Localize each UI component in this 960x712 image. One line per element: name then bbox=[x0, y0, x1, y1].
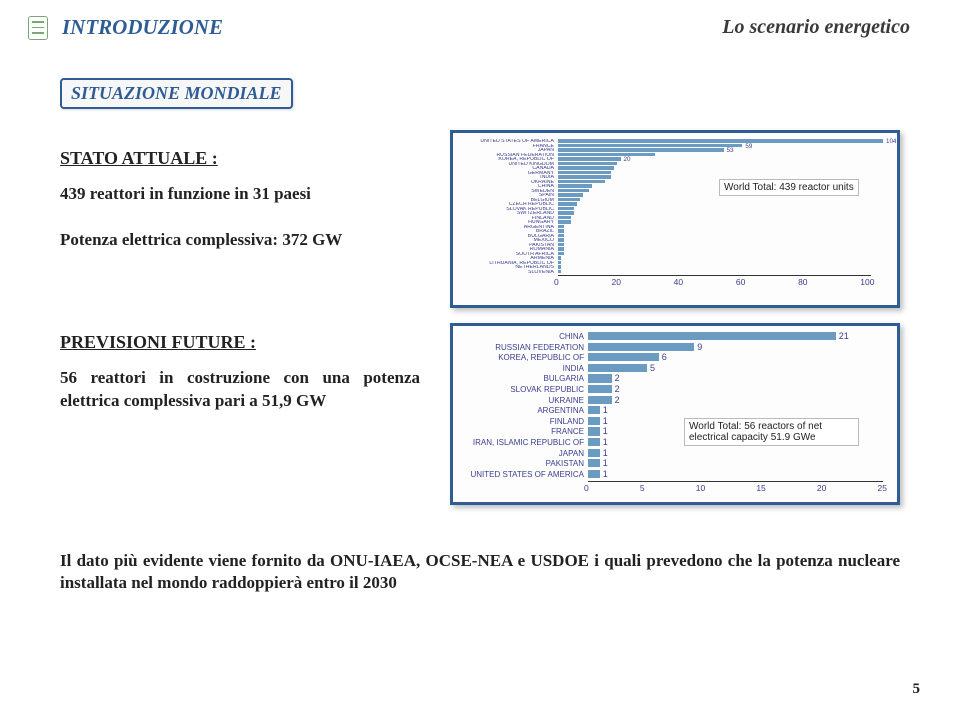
world-total-box: World Total: 439 reactor units bbox=[719, 179, 859, 196]
chart-labels: UNITED STATES OF AMERICAFRANCEJAPANRUSSI… bbox=[459, 139, 554, 274]
situazione-box: SITUAZIONE MONDIALE bbox=[60, 78, 293, 109]
chart-xticks: 020406080100 bbox=[554, 277, 875, 287]
section-title: INTRODUZIONE bbox=[62, 15, 722, 40]
chart-bars: 219652221111111 bbox=[588, 332, 883, 480]
chart-reactors-construction: CHINARUSSIAN FEDERATIONKOREA, REPUBLIC O… bbox=[450, 323, 900, 505]
chart-labels: CHINARUSSIAN FEDERATIONKOREA, REPUBLIC O… bbox=[459, 332, 584, 480]
chart-bars: 104595320 bbox=[558, 139, 883, 274]
chart-xticks: 0510152025 bbox=[584, 483, 887, 493]
stato-attuale-text: 439 reattori in funzione in 31 paesi Pot… bbox=[60, 183, 420, 252]
stato-attuale-heading: STATO ATTUALE : bbox=[60, 148, 420, 169]
previsioni-text: 56 reattori in costruzione con una poten… bbox=[60, 367, 420, 413]
world-total-box: World Total: 56 reactors of net electric… bbox=[684, 418, 859, 446]
chart-reactor-units: UNITED STATES OF AMERICAFRANCEJAPANRUSSI… bbox=[450, 130, 900, 308]
previsioni-heading: PREVISIONI FUTURE : bbox=[60, 332, 420, 353]
header: INTRODUZIONE Lo scenario energetico bbox=[0, 15, 960, 40]
page-number: 5 bbox=[913, 681, 921, 698]
subtitle: Lo scenario energetico bbox=[722, 16, 910, 39]
bottom-paragraph: Il dato più evidente viene fornito da ON… bbox=[60, 550, 900, 594]
stato-attuale-block: STATO ATTUALE : 439 reattori in funzione… bbox=[60, 148, 420, 252]
logo-icon bbox=[28, 16, 48, 40]
previsioni-block: PREVISIONI FUTURE : 56 reattori in costr… bbox=[60, 332, 420, 413]
